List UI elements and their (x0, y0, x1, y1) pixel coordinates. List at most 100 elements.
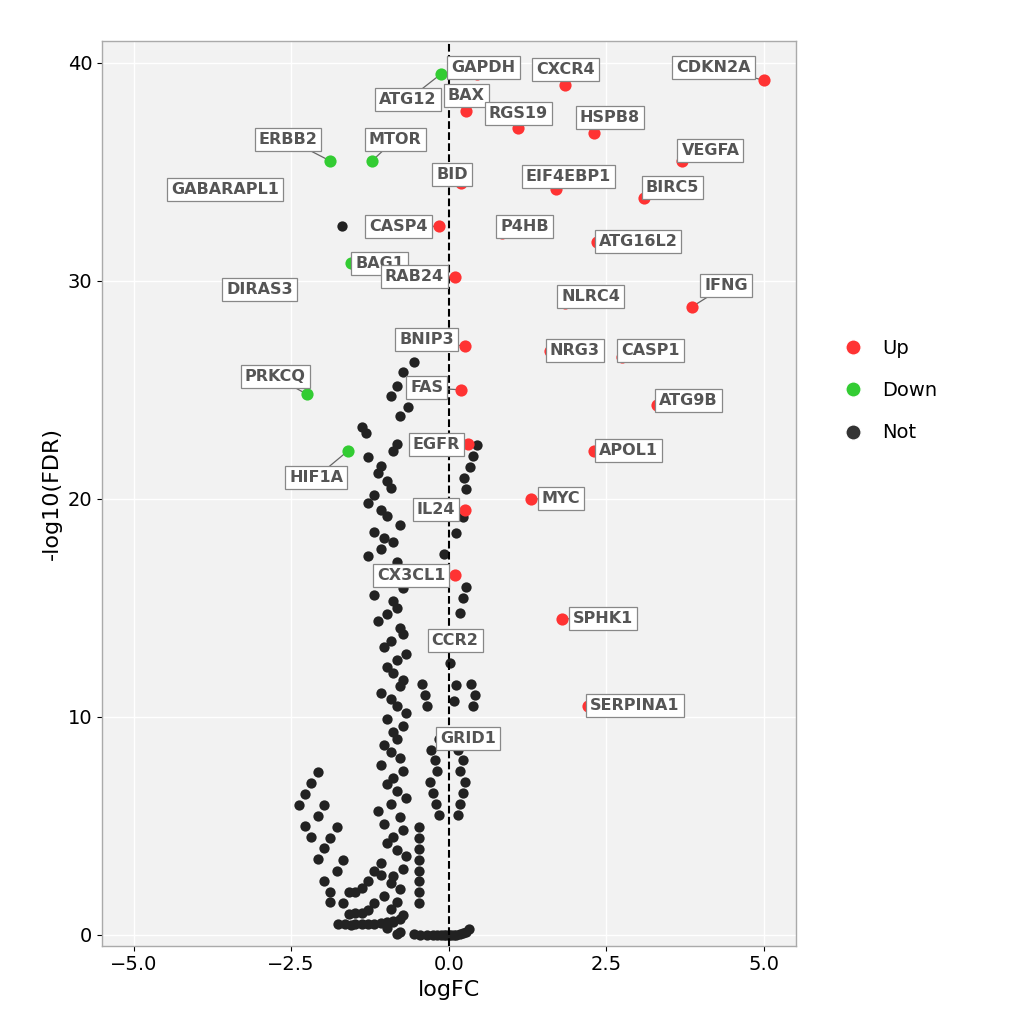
Point (454, 590, 471, 607)
Point (378, 710, 394, 727)
Point (360, 547, 376, 563)
Point (354, 418, 370, 435)
Point (382, 480, 398, 497)
Point (460, 436, 476, 452)
Point (431, 218, 447, 234)
Point (410, 895, 426, 912)
Point (336, 916, 353, 932)
Text: SERPINA1: SERPINA1 (589, 698, 679, 713)
Point (360, 449, 376, 466)
Point (755, 72, 771, 88)
Point (333, 218, 350, 234)
Point (394, 718, 411, 734)
Text: MYC: MYC (541, 491, 580, 507)
Point (378, 560, 394, 577)
Point (388, 731, 405, 747)
Point (399, 399, 416, 415)
Point (322, 830, 338, 846)
Point (452, 175, 469, 191)
Text: ERBB2: ERBB2 (259, 132, 317, 147)
Point (445, 926, 462, 943)
Point (447, 731, 464, 747)
Point (391, 408, 408, 425)
Point (588, 233, 604, 250)
Point (366, 587, 382, 603)
Text: SPHK1: SPHK1 (573, 612, 633, 626)
Point (372, 457, 388, 474)
Point (412, 926, 428, 943)
Point (449, 741, 466, 758)
Point (360, 902, 376, 918)
Point (579, 698, 595, 714)
Point (494, 225, 511, 242)
Point (438, 627, 454, 644)
Point (297, 818, 313, 835)
Text: EGFR: EGFR (412, 437, 460, 452)
Point (376, 529, 392, 546)
Point (464, 448, 480, 465)
Point (382, 632, 398, 649)
Point (455, 632, 472, 649)
Point (334, 851, 351, 868)
Point (388, 599, 405, 616)
Point (451, 926, 468, 943)
Text: NLRC4: NLRC4 (560, 289, 620, 303)
Point (290, 797, 307, 813)
Point (449, 807, 466, 823)
Point (385, 770, 401, 786)
Point (613, 348, 630, 365)
Point (382, 743, 398, 760)
Point (445, 692, 462, 708)
Point (357, 426, 373, 442)
Point (330, 916, 346, 932)
Point (354, 880, 370, 896)
Point (388, 698, 405, 714)
Point (425, 785, 441, 802)
Point (397, 704, 414, 721)
Point (366, 523, 382, 540)
Point (418, 698, 434, 714)
Point (683, 299, 699, 316)
Point (334, 894, 351, 911)
Point (347, 916, 364, 932)
Text: HSPB8: HSPB8 (579, 110, 639, 125)
Point (455, 502, 472, 518)
Point (388, 925, 405, 942)
Text: CXCR4: CXCR4 (536, 62, 594, 77)
Point (394, 626, 411, 642)
Point (385, 665, 401, 682)
Point (394, 580, 411, 596)
Point (447, 926, 464, 943)
Point (446, 567, 463, 584)
X-axis label: logFC: logFC (417, 980, 480, 1000)
Point (245, 185, 261, 201)
Point (391, 924, 408, 941)
Point (397, 790, 414, 806)
Point (385, 535, 401, 551)
Point (328, 862, 344, 879)
Point (431, 807, 447, 823)
Point (423, 741, 439, 758)
Text: BNIP3: BNIP3 (399, 332, 453, 347)
Point (394, 907, 411, 923)
Point (385, 724, 401, 740)
Point (354, 916, 370, 932)
Point (410, 851, 426, 868)
Point (447, 677, 464, 694)
Point (410, 841, 426, 857)
Point (410, 884, 426, 901)
Point (426, 752, 442, 769)
Text: RAB24: RAB24 (384, 269, 443, 284)
Text: MTOR: MTOR (369, 132, 421, 147)
Point (425, 926, 441, 943)
Point (454, 925, 471, 942)
Point (360, 495, 376, 512)
Text: HIF1A: HIF1A (289, 470, 343, 484)
Point (372, 915, 388, 931)
Point (370, 465, 386, 481)
Point (394, 822, 411, 839)
Point (442, 926, 459, 943)
Point (556, 294, 573, 310)
Point (376, 737, 392, 754)
Point (391, 881, 408, 897)
